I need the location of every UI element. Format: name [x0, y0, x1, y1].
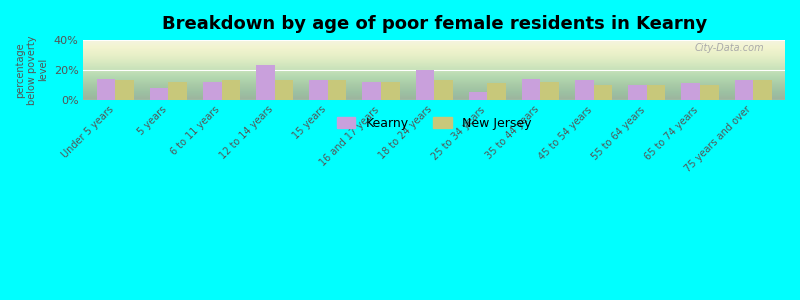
Bar [522, 79, 541, 100]
Bar [487, 83, 506, 100]
Bar [628, 85, 646, 100]
Bar [256, 65, 274, 100]
Bar [328, 80, 346, 100]
Bar [734, 80, 753, 100]
Text: City-Data.com: City-Data.com [694, 43, 764, 53]
Bar [469, 92, 487, 100]
Bar [310, 80, 328, 100]
Bar [594, 85, 612, 100]
Y-axis label: percentage
below poverty
level: percentage below poverty level [15, 35, 48, 105]
Bar [169, 82, 187, 100]
Bar [274, 80, 294, 100]
Bar [222, 80, 240, 100]
Bar [434, 80, 453, 100]
Bar [381, 82, 400, 100]
Bar [415, 70, 434, 100]
Bar [682, 83, 700, 100]
Bar [541, 82, 559, 100]
Bar [700, 85, 718, 100]
Bar [97, 79, 115, 100]
Bar [203, 82, 222, 100]
Title: Breakdown by age of poor female residents in Kearny: Breakdown by age of poor female resident… [162, 15, 707, 33]
Bar [753, 80, 772, 100]
Bar [115, 80, 134, 100]
Legend: Kearny, New Jersey: Kearny, New Jersey [332, 112, 537, 135]
Bar [646, 85, 666, 100]
Bar [575, 80, 594, 100]
Bar [362, 82, 381, 100]
Bar [150, 88, 169, 100]
